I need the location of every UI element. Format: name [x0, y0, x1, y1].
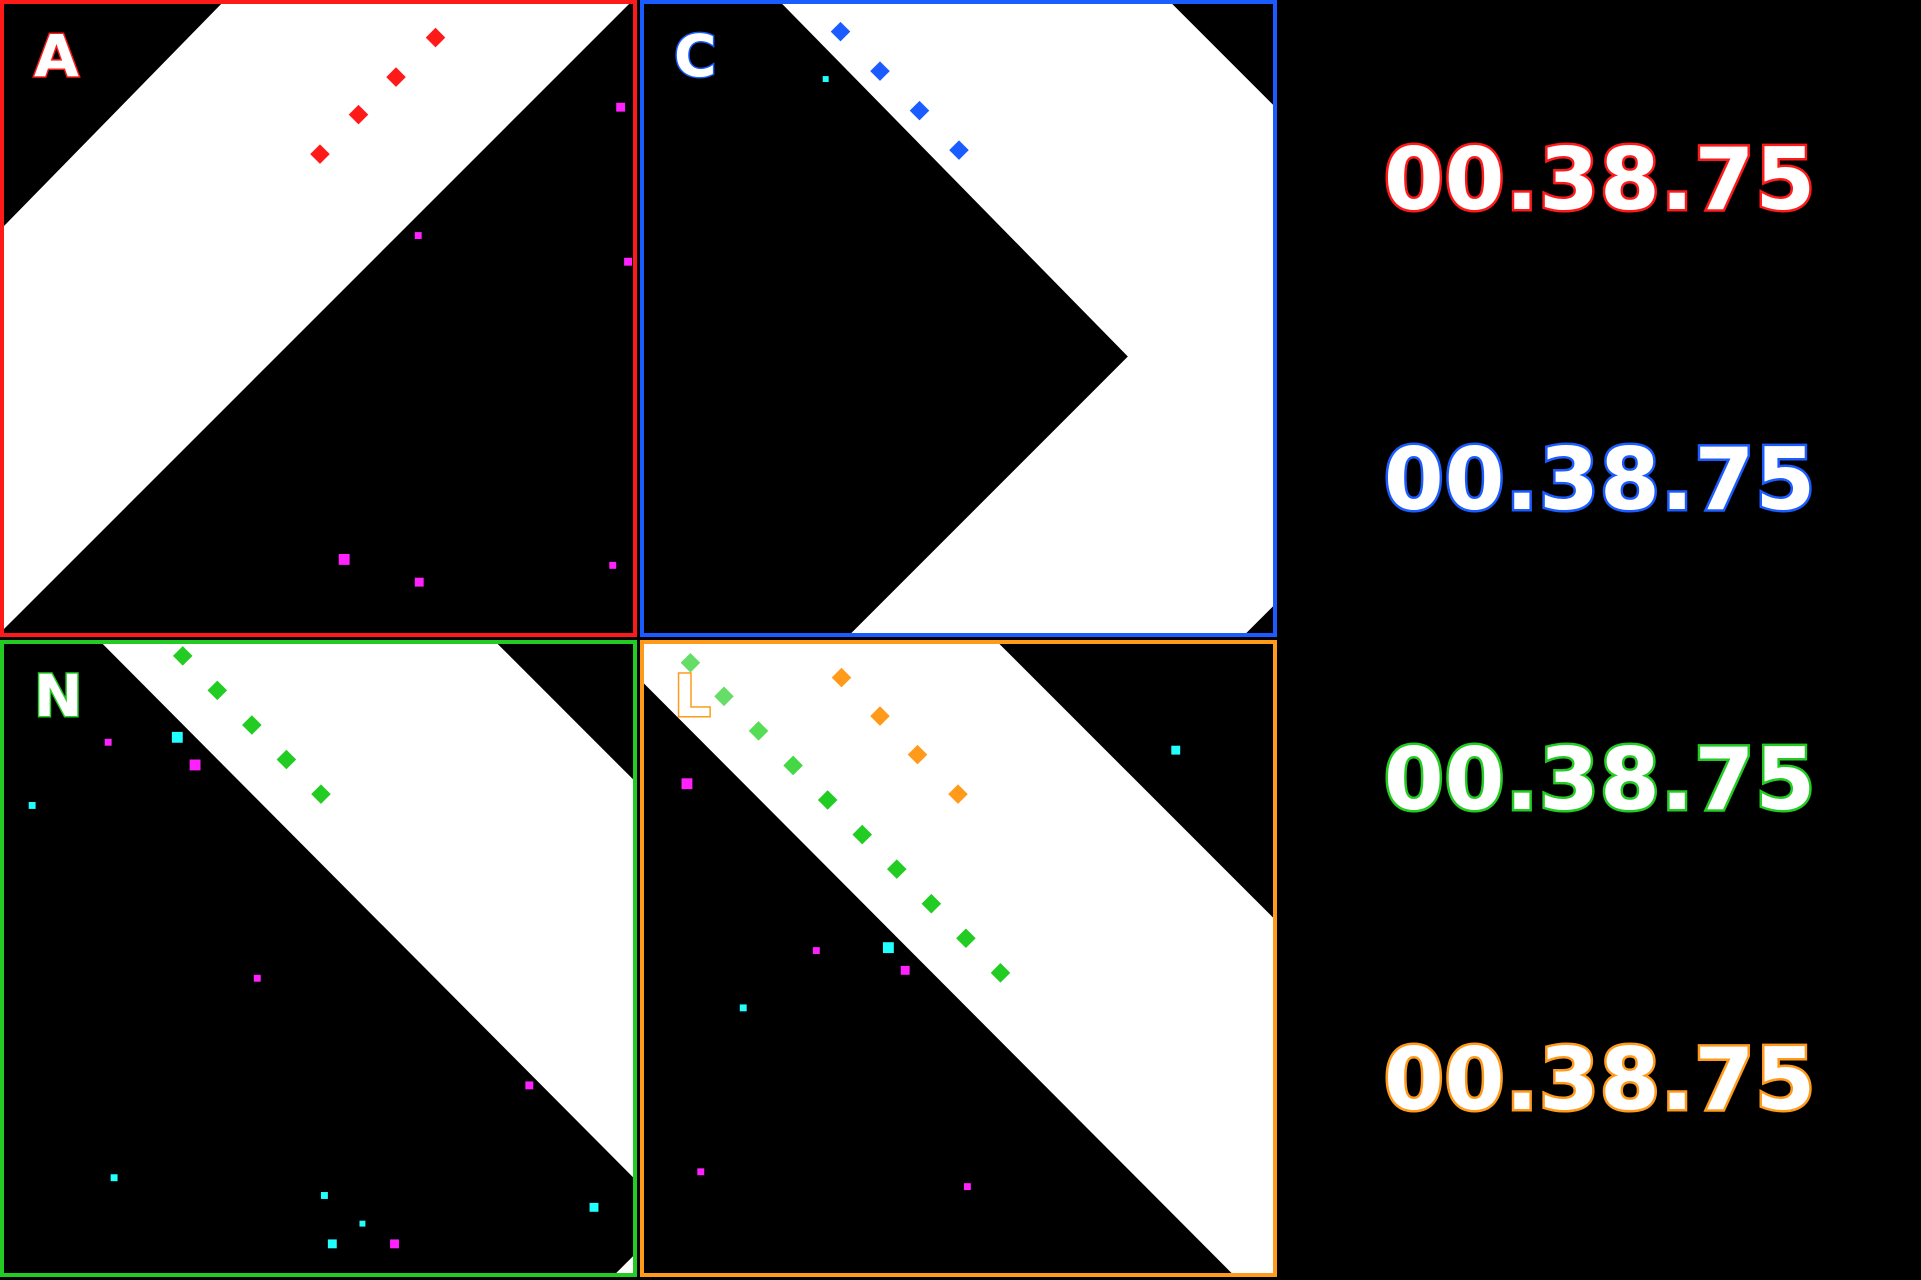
particle [739, 1004, 747, 1012]
trail-dot [887, 859, 907, 879]
game-panel-n: N [0, 640, 637, 1277]
particle [110, 1174, 118, 1182]
particle [104, 738, 112, 746]
particles-magenta-n [104, 738, 534, 1249]
playfield-a [4, 4, 633, 633]
panel-letter: C [673, 21, 719, 92]
timer-orange: 00.38.75 [1381, 1028, 1817, 1133]
player-trail-a [310, 27, 446, 164]
track-band [644, 644, 1273, 1273]
timer-red: 00.38.75 [1381, 128, 1817, 233]
player-trail-l [831, 667, 968, 804]
game-panel-l: L [640, 640, 1277, 1277]
particles-cyan-l [739, 745, 1181, 1012]
particle [589, 1202, 599, 1212]
trail-dot [172, 646, 193, 666]
track-corner [616, 1256, 633, 1273]
track-band [102, 644, 633, 1178]
track-band [782, 4, 1273, 633]
particle [900, 965, 910, 975]
trail-dot [870, 706, 890, 726]
particle [616, 102, 626, 112]
trail-dot [990, 963, 1011, 983]
game-panel-c: C [640, 0, 1277, 637]
trail-dot [956, 928, 976, 949]
particle [525, 1081, 534, 1090]
panel-letter: N [33, 661, 85, 732]
particle [609, 561, 617, 569]
particle [189, 759, 201, 771]
game-panel-a: A [0, 0, 637, 637]
particle [822, 76, 829, 83]
trail-dot [817, 790, 838, 810]
trail-dot [948, 784, 968, 804]
particle [390, 1239, 399, 1249]
particle [320, 1192, 328, 1199]
particle [327, 1239, 337, 1249]
particle [681, 778, 693, 790]
trail-dot [207, 680, 228, 701]
trail-dot [921, 893, 942, 914]
particle [697, 1168, 705, 1176]
playfield-l [644, 644, 1273, 1273]
particles-magenta-l [681, 778, 971, 1191]
panel-letter: L [673, 661, 713, 732]
particle [1171, 745, 1181, 755]
particle [882, 942, 894, 954]
particle [624, 257, 633, 266]
timer-green: 00.38.75 [1381, 728, 1817, 833]
particle [338, 554, 350, 565]
particles-magenta-a [338, 102, 633, 587]
particle [812, 947, 820, 955]
trail-dot [348, 104, 369, 125]
particle [359, 1220, 366, 1227]
particles-cyan-n [28, 731, 599, 1249]
panel-letter: A [33, 21, 81, 92]
trail-dot [830, 21, 851, 42]
playfield-n [28, 644, 633, 1273]
trail-dot [386, 67, 406, 87]
particle [28, 801, 36, 809]
playfield-c [782, 4, 1273, 633]
trail-dot [949, 140, 969, 160]
particle [414, 232, 422, 240]
particle [171, 731, 183, 743]
particle [414, 577, 424, 587]
trail-dot [831, 667, 852, 688]
trail-dot [852, 824, 872, 845]
track-band [4, 4, 617, 617]
timer-blue: 00.38.75 [1381, 428, 1817, 533]
particle [963, 1183, 971, 1191]
particle [253, 974, 261, 982]
